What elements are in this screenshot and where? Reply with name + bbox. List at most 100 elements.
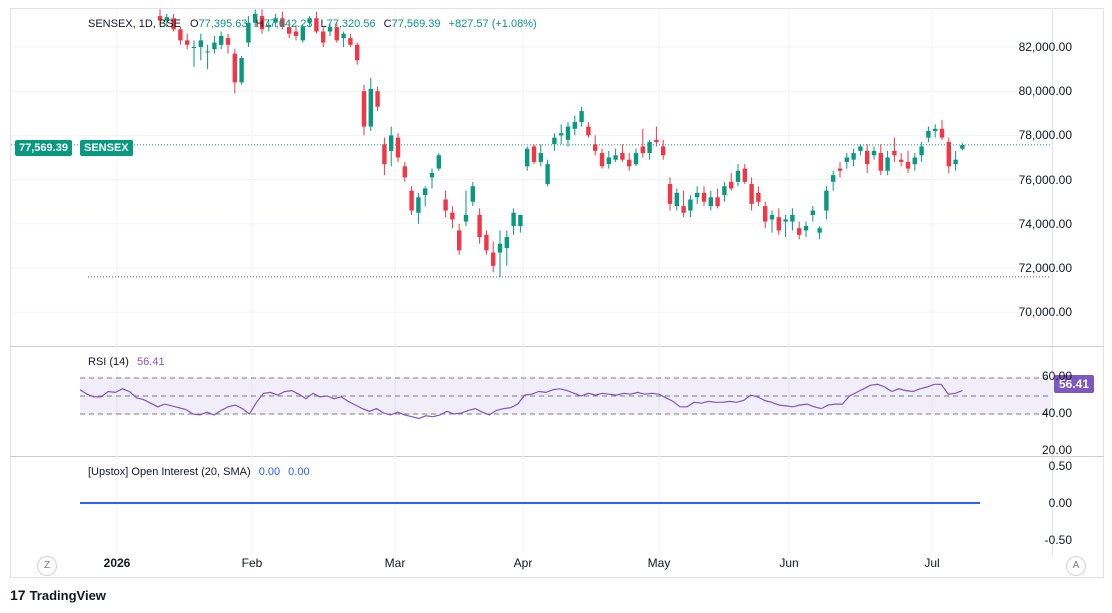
candle-body[interactable]	[735, 170, 741, 182]
candle-body[interactable]	[164, 17, 169, 21]
pane-divider-oi[interactable]	[10, 456, 1104, 457]
candle-body[interactable]	[559, 133, 564, 136]
candle-body[interactable]	[599, 153, 605, 167]
candle-body[interactable]	[259, 16, 265, 30]
candle-body[interactable]	[157, 16, 163, 21]
candle-body[interactable]	[865, 150, 870, 165]
candle-body[interactable]	[450, 212, 455, 220]
candle-body[interactable]	[803, 226, 809, 231]
candle-body[interactable]	[844, 157, 849, 162]
candle-body[interactable]	[674, 192, 679, 207]
candle-body[interactable]	[253, 13, 258, 23]
rsi-label[interactable]: RSI (14)	[88, 356, 129, 368]
candle-body[interactable]	[688, 199, 693, 211]
candle-body[interactable]	[837, 168, 843, 171]
candle-body[interactable]	[790, 214, 795, 222]
candle-body[interactable]	[627, 159, 632, 167]
candle-body[interactable]	[647, 142, 652, 154]
candle-body[interactable]	[225, 38, 231, 45]
candle-body[interactable]	[504, 237, 509, 249]
candle-body[interactable]	[946, 142, 951, 167]
candle-body[interactable]	[810, 210, 815, 215]
candle-body[interactable]	[423, 188, 428, 196]
candle-body[interactable]	[939, 128, 945, 138]
candle-body[interactable]	[633, 153, 639, 165]
candle-body[interactable]	[742, 168, 747, 182]
candle-body[interactable]	[266, 24, 271, 28]
pane-divider-rsi[interactable]	[10, 346, 1104, 347]
candle-body[interactable]	[681, 206, 686, 213]
candle-body[interactable]	[817, 228, 822, 233]
candle-body[interactable]	[797, 228, 802, 235]
candle-body[interactable]	[327, 27, 333, 32]
candle-body[interactable]	[953, 159, 958, 165]
candle-body[interactable]	[300, 27, 305, 41]
candle-body[interactable]	[661, 146, 666, 156]
candle-body[interactable]	[933, 128, 938, 131]
candle-body[interactable]	[273, 18, 278, 23]
candle-body[interactable]	[232, 53, 237, 83]
candle-body[interactable]	[899, 159, 904, 162]
candle-body[interactable]	[722, 186, 727, 196]
candle-body[interactable]	[191, 47, 197, 48]
candle-body[interactable]	[565, 126, 571, 140]
candle-body[interactable]	[572, 122, 577, 129]
candle-body[interactable]	[701, 192, 707, 202]
candle-body[interactable]	[749, 184, 754, 204]
candle-body[interactable]	[497, 243, 503, 253]
candle-body[interactable]	[919, 146, 924, 156]
candle-body[interactable]	[776, 217, 781, 231]
candle-body[interactable]	[198, 40, 203, 47]
candle-body[interactable]	[239, 58, 244, 83]
candle-body[interactable]	[484, 234, 489, 251]
candle-body[interactable]	[912, 157, 917, 165]
candle-body[interactable]	[756, 192, 761, 202]
candle-body[interactable]	[552, 137, 557, 145]
candle-body[interactable]	[640, 146, 645, 154]
candle-body[interactable]	[851, 153, 856, 160]
candle-body[interactable]	[831, 175, 836, 182]
candle-body[interactable]	[171, 18, 176, 30]
candle-body[interactable]	[355, 44, 360, 61]
candle-body[interactable]	[321, 31, 326, 43]
candle-body[interactable]	[219, 35, 224, 45]
candle-body[interactable]	[429, 172, 435, 178]
candle-body[interactable]	[654, 139, 659, 143]
candle-body[interactable]	[885, 157, 890, 171]
candle-body[interactable]	[470, 186, 475, 202]
auto-scale-button[interactable]: A	[1066, 556, 1086, 576]
candle-body[interactable]	[892, 150, 897, 156]
tradingview-brand[interactable]: 17 TradingView	[10, 587, 106, 603]
legend-symbol[interactable]: SENSEX, 1D, BSE	[88, 18, 181, 30]
candle-body[interactable]	[307, 18, 312, 23]
candle-body[interactable]	[769, 214, 775, 220]
candle-body[interactable]	[511, 212, 516, 227]
candle-body[interactable]	[579, 111, 584, 123]
candle-body[interactable]	[926, 130, 931, 138]
go-to-date-button[interactable]: Z	[37, 556, 57, 576]
candle-body[interactable]	[871, 150, 877, 156]
candle-body[interactable]	[858, 146, 863, 151]
candle-body[interactable]	[491, 252, 496, 266]
candle-body[interactable]	[708, 197, 713, 207]
candle-body[interactable]	[314, 18, 319, 32]
candle-body[interactable]	[667, 184, 673, 204]
candle-body[interactable]	[545, 164, 550, 185]
candle-body[interactable]	[905, 161, 911, 169]
candle-body[interactable]	[185, 40, 190, 45]
candle-body[interactable]	[878, 153, 883, 171]
candle-body[interactable]	[783, 219, 788, 222]
candle-body[interactable]	[525, 148, 530, 167]
candle-body[interactable]	[763, 206, 768, 222]
candle-body[interactable]	[402, 166, 407, 178]
candle-body[interactable]	[382, 144, 387, 165]
candle-body[interactable]	[436, 155, 441, 169]
candle-body[interactable]	[205, 51, 210, 53]
candle-body[interactable]	[395, 137, 401, 158]
oi-label[interactable]: [Upstox] Open Interest (20, SMA)	[88, 466, 251, 478]
candle-body[interactable]	[457, 230, 462, 251]
candle-body[interactable]	[368, 88, 373, 127]
candle-body[interactable]	[280, 18, 285, 28]
candle-body[interactable]	[518, 214, 523, 227]
